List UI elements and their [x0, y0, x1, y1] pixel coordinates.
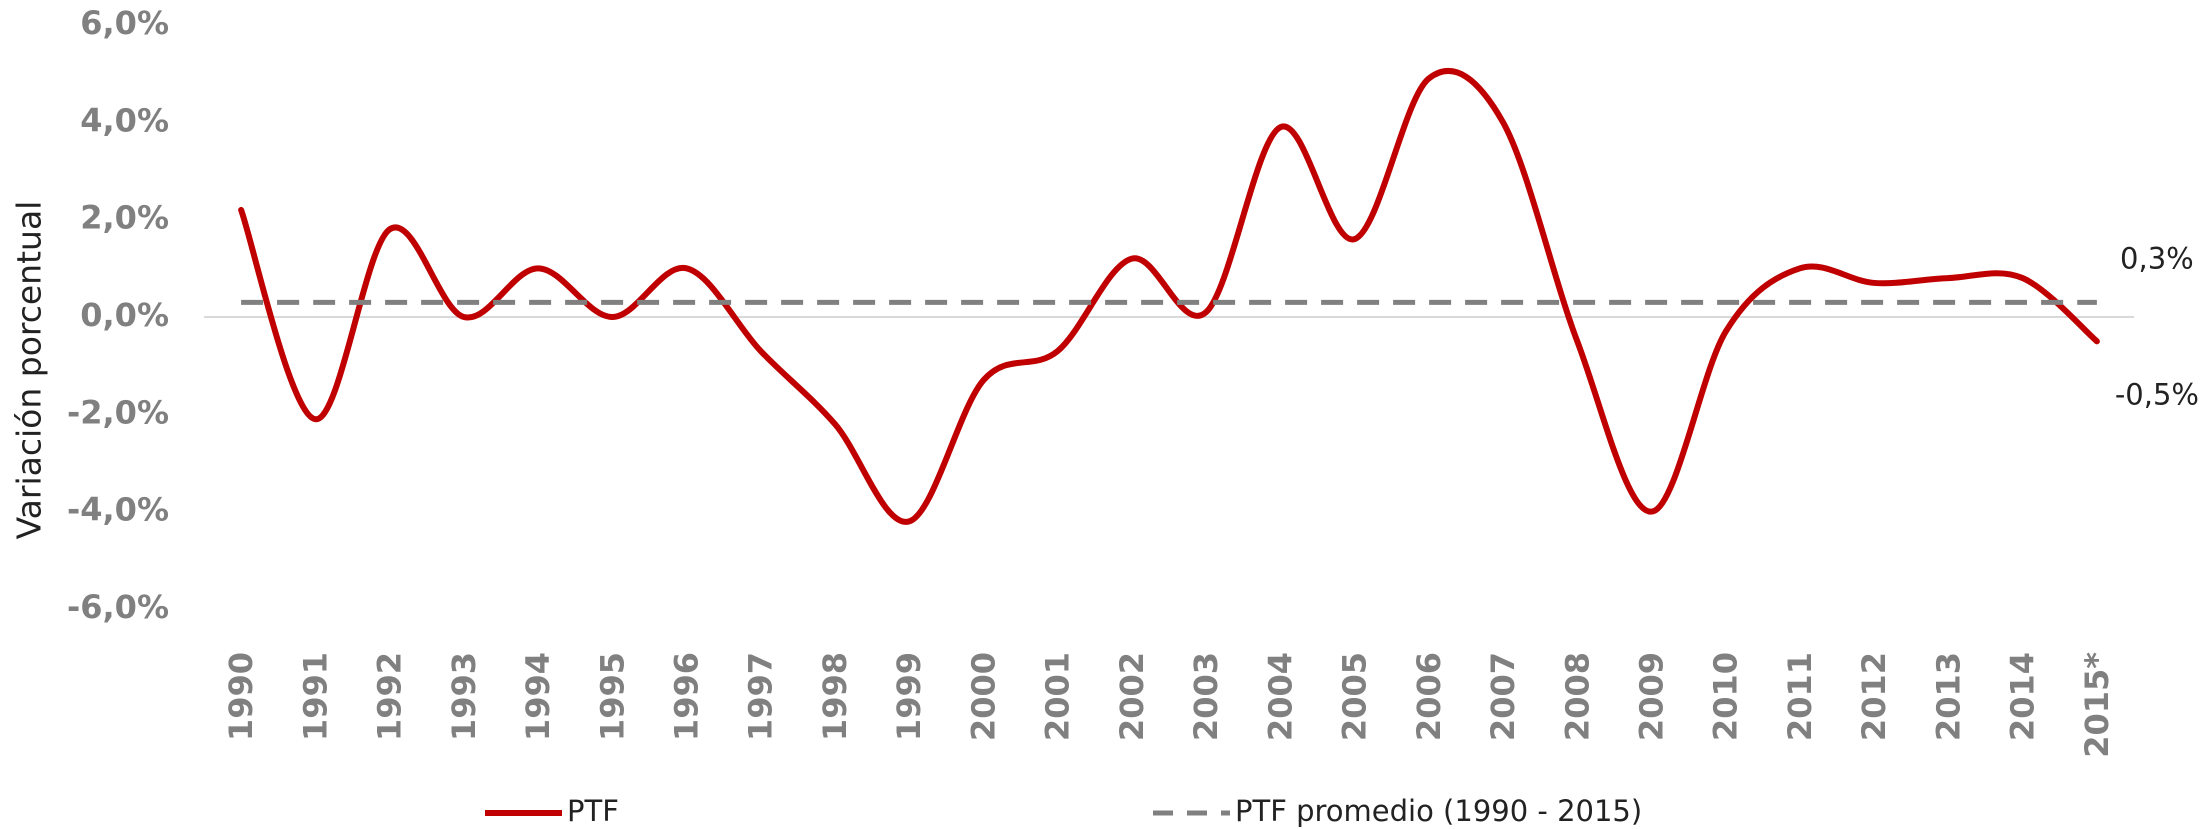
y-tick-label: 0,0%	[80, 296, 169, 334]
y-tick-label: -4,0%	[67, 491, 169, 529]
x-tick-label: 1993	[445, 652, 483, 741]
x-tick-label: 1994	[519, 652, 557, 741]
y-tick-label: 4,0%	[80, 101, 169, 139]
x-tick-label: 2002	[1113, 652, 1151, 741]
x-tick-label: 2003	[1187, 652, 1225, 741]
x-tick-label: 1999	[890, 652, 928, 741]
x-tick-label: 1997	[742, 652, 780, 741]
x-tick-label: 2014	[2004, 652, 2042, 741]
y-tick-label: -2,0%	[67, 393, 169, 431]
x-tick-label: 2000	[964, 652, 1002, 741]
x-tick-label: 2001	[1039, 652, 1077, 741]
x-tick-label: 2010	[1707, 652, 1745, 741]
x-tick-label: 2004	[1261, 652, 1299, 741]
data-label: -0,5%	[2115, 377, 2199, 411]
x-tick-label: 1990	[222, 652, 260, 741]
x-tick-label: 1992	[371, 652, 409, 741]
y-tick-label: -6,0%	[67, 588, 169, 626]
x-tick-label: 2008	[1558, 652, 1596, 741]
x-tick-label: 2007	[1484, 652, 1522, 741]
x-tick-label: 2006	[1410, 652, 1448, 741]
data-label: 0,3%	[2120, 241, 2194, 275]
x-tick-label: 1991	[296, 652, 334, 741]
x-tick-label: 1995	[593, 652, 631, 741]
legend-label: PTF promedio (1990 - 2015)	[1235, 794, 1642, 828]
y-tick-label: 6,0%	[80, 4, 169, 42]
x-tick-label: 1996	[668, 652, 706, 741]
legend-label: PTF	[567, 794, 619, 828]
x-tick-label: 1998	[816, 652, 854, 741]
x-tick-label: 2012	[1855, 652, 1893, 741]
x-tick-label: 2013	[1929, 652, 1967, 741]
x-tick-label: 2009	[1633, 652, 1671, 741]
x-tick-label: 2005	[1336, 652, 1374, 741]
x-tick-label: 2015*	[2078, 652, 2116, 758]
x-tick-label: 2011	[1781, 652, 1819, 741]
y-tick-label: 2,0%	[80, 199, 169, 237]
series-line	[238, 68, 2100, 525]
y-axis-title: Variación porcentual	[10, 201, 49, 540]
